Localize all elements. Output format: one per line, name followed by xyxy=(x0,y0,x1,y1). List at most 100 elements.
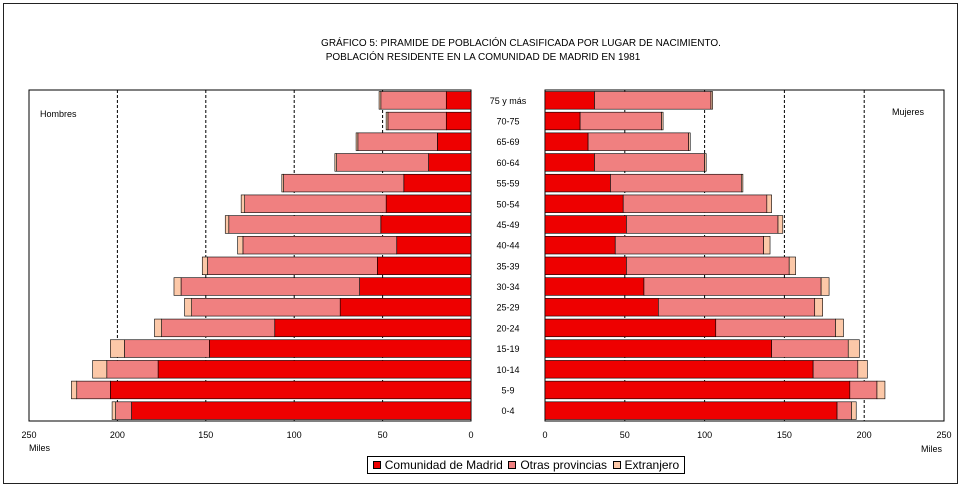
bar-hombres-55-59-2 xyxy=(281,173,284,193)
bar-mujeres-65-69-2 xyxy=(688,132,691,151)
bar-mujeres-60-64-0 xyxy=(544,153,595,172)
bar-hombres-5-9-0 xyxy=(110,380,472,400)
bar-mujeres-70-75-0 xyxy=(544,111,581,131)
bar-mujeres-75 y más-2 xyxy=(710,91,713,110)
bar-mujeres-45-49-1 xyxy=(626,215,779,234)
bar-mujeres-55-59-2 xyxy=(741,173,744,193)
bar-mujeres-5-9-1 xyxy=(849,380,878,400)
age-label-9: 45-49 xyxy=(496,220,519,230)
tick-right-200: 200 xyxy=(857,430,872,440)
age-label-5: 25-29 xyxy=(496,303,519,313)
bar-mujeres-35-39-1 xyxy=(626,256,790,275)
bar-hombres-30-34-2 xyxy=(173,277,182,296)
bar-hombres-10-14-1 xyxy=(106,360,159,379)
bar-mujeres-0-4-1 xyxy=(836,401,852,420)
bar-mujeres-35-39-2 xyxy=(788,256,796,275)
bar-mujeres-0-4-0 xyxy=(544,401,838,420)
bar-mujeres-5-9-2 xyxy=(876,380,886,400)
bar-hombres-0-4-2 xyxy=(111,401,116,420)
bar-mujeres-60-64-1 xyxy=(594,153,705,172)
age-label-6: 30-34 xyxy=(496,282,519,292)
bar-mujeres-50-54-2 xyxy=(766,194,772,213)
bar-hombres-20-24-0 xyxy=(274,318,472,338)
bar-mujeres-5-9-0 xyxy=(544,380,851,400)
bar-mujeres-55-59-0 xyxy=(544,173,611,193)
bar-hombres-70-75-0 xyxy=(445,111,472,131)
tick-right-250: 250 xyxy=(936,430,951,440)
bar-hombres-35-39-2 xyxy=(201,256,208,275)
bar-mujeres-35-39-0 xyxy=(544,256,627,275)
bar-hombres-30-34-0 xyxy=(359,277,472,296)
unit-label-right: Miles xyxy=(921,444,943,454)
bar-mujeres-55-59-1 xyxy=(610,173,742,193)
tick-right-50: 50 xyxy=(620,430,630,440)
bar-hombres-25-29-2 xyxy=(184,298,192,317)
legend-label-otras: Otras provincias xyxy=(520,458,608,472)
tick-left-150: 150 xyxy=(198,430,213,440)
bar-hombres-55-59-1 xyxy=(283,173,405,193)
tick-left-100: 100 xyxy=(287,430,302,440)
tick-right-150: 150 xyxy=(777,430,792,440)
age-label-4: 20-24 xyxy=(496,323,519,333)
label-hombres: Hombres xyxy=(40,109,77,119)
bar-hombres-40-44-2 xyxy=(237,236,244,255)
bar-hombres-5-9-2 xyxy=(71,380,78,400)
bar-hombres-20-24-1 xyxy=(161,318,276,338)
bar-mujeres-40-44-2 xyxy=(763,236,771,255)
bar-mujeres-25-29-2 xyxy=(814,298,824,317)
bar-hombres-50-54-0 xyxy=(385,194,472,213)
bar-hombres-45-49-1 xyxy=(228,215,382,234)
legend-swatch-extranjero xyxy=(612,461,621,469)
bar-mujeres-30-34-1 xyxy=(643,277,822,296)
bar-mujeres-65-69-1 xyxy=(587,132,689,151)
bar-hombres-60-64-0 xyxy=(428,153,472,172)
bar-hombres-20-24-2 xyxy=(154,318,162,338)
chart-frame xyxy=(3,3,958,484)
bar-hombres-0-4-0 xyxy=(131,401,472,420)
legend-label-madrid: Comunidad de Madrid xyxy=(384,458,503,472)
bar-hombres-55-59-0 xyxy=(403,173,472,193)
bar-hombres-60-64-1 xyxy=(336,153,429,172)
bar-hombres-0-4-1 xyxy=(115,401,132,420)
age-label-0: 0-4 xyxy=(501,406,514,416)
bar-hombres-25-29-1 xyxy=(191,298,341,317)
bar-mujeres-50-54-0 xyxy=(544,194,624,213)
bar-hombres-5-9-1 xyxy=(76,380,111,400)
bar-mujeres-40-44-0 xyxy=(544,236,616,255)
label-mujeres: Mujeres xyxy=(892,107,925,117)
age-label-1: 5-9 xyxy=(501,385,514,395)
bar-mujeres-10-14-1 xyxy=(812,360,859,379)
bar-hombres-10-14-0 xyxy=(157,360,472,379)
bar-hombres-50-54-2 xyxy=(240,194,245,213)
bar-hombres-25-29-0 xyxy=(339,298,472,317)
bar-mujeres-30-34-0 xyxy=(544,277,645,296)
bar-hombres-15-19-2 xyxy=(110,339,125,358)
bar-hombres-40-44-1 xyxy=(242,236,398,255)
bar-mujeres-15-19-2 xyxy=(847,339,860,358)
bar-hombres-75 y más-0 xyxy=(445,91,472,110)
bar-hombres-75 y más-2 xyxy=(378,91,382,110)
legend-label-extranjero: Extranjero xyxy=(624,458,680,472)
age-label-11: 55-59 xyxy=(496,179,519,189)
age-label-3: 15-19 xyxy=(496,344,519,354)
bar-hombres-50-54-1 xyxy=(244,194,387,213)
bar-hombres-45-49-0 xyxy=(380,215,472,234)
bar-mujeres-20-24-1 xyxy=(715,318,836,338)
bar-hombres-65-69-0 xyxy=(437,132,472,151)
bar-mujeres-60-64-2 xyxy=(704,153,707,172)
bar-mujeres-25-29-1 xyxy=(658,298,816,317)
tick-right-0: 0 xyxy=(542,430,547,440)
bar-hombres-35-39-1 xyxy=(207,256,378,275)
bar-hombres-15-19-1 xyxy=(124,339,210,358)
tick-right-100: 100 xyxy=(697,430,712,440)
age-label-2: 10-14 xyxy=(496,365,519,375)
bar-hombres-75 y más-1 xyxy=(380,91,447,110)
legend-swatch-madrid xyxy=(372,461,381,469)
tick-left-0: 0 xyxy=(468,430,473,440)
bar-mujeres-15-19-1 xyxy=(771,339,849,358)
bar-mujeres-20-24-2 xyxy=(835,318,844,338)
bar-hombres-70-75-1 xyxy=(387,111,447,131)
legend-item-extranjero: Extranjero xyxy=(612,458,680,472)
bar-hombres-65-69-2 xyxy=(355,132,359,151)
